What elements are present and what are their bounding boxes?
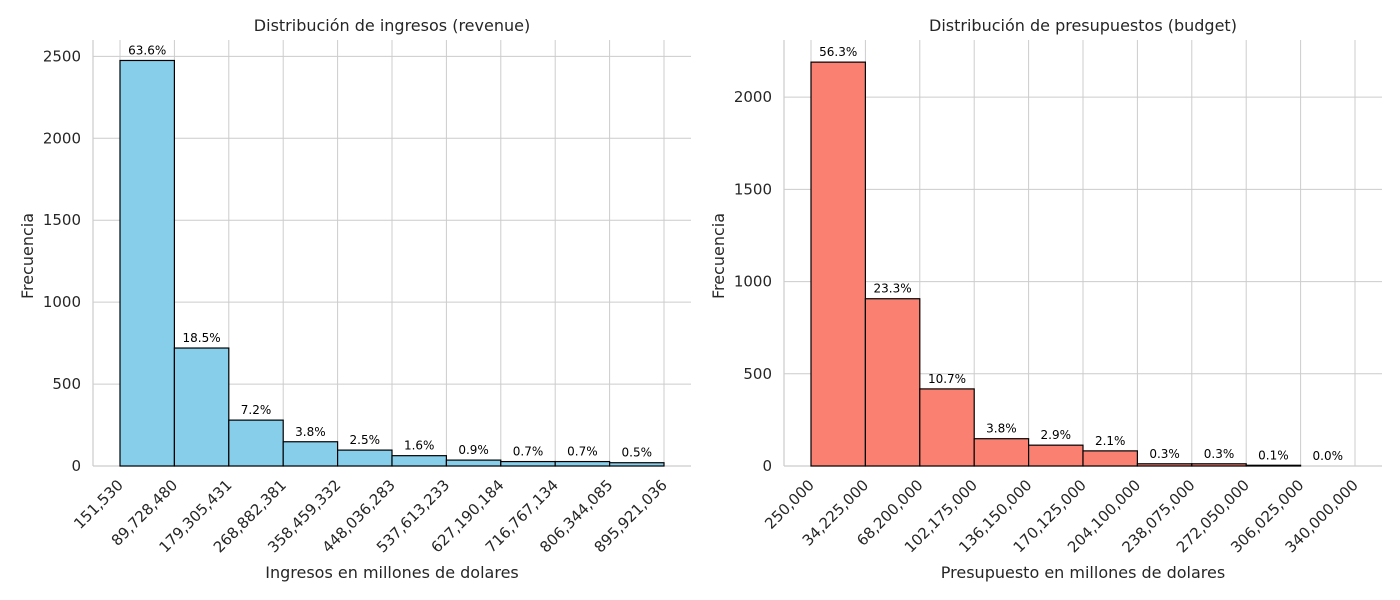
histogram-bar: [391, 455, 448, 467]
histogram-bar: [282, 441, 339, 467]
bar-percent-label: 0.3%: [1204, 447, 1235, 461]
histogram-bar: [445, 459, 502, 467]
bar-percent-label: 2.9%: [1041, 428, 1072, 442]
histogram-bar: [1191, 463, 1247, 467]
y-tick-label: 0: [762, 457, 772, 475]
bar-percent-label: 56.3%: [819, 45, 857, 59]
y-tick-label: 2000: [43, 129, 81, 147]
bar-percent-label: 10.7%: [928, 372, 966, 386]
x-tick-label: 250,000: [761, 476, 818, 533]
bar-percent-label: 0.0%: [1313, 449, 1344, 463]
histogram-bar: [1027, 444, 1084, 467]
histogram-bar: [119, 59, 176, 467]
bar-percent-label: 1.6%: [404, 439, 435, 453]
bar-percent-label: 0.9%: [458, 443, 489, 457]
y-tick-label: 1000: [43, 293, 81, 311]
bar-percent-label: 2.1%: [1095, 434, 1126, 448]
y-tick-label: 2500: [43, 47, 81, 65]
x-axis-label: Ingresos en millones de dolares: [265, 563, 519, 582]
histogram-bar: [1245, 464, 1302, 467]
bar-percent-label: 3.8%: [295, 425, 326, 439]
histogram-bar: [608, 462, 665, 467]
histogram-bar: [228, 419, 284, 467]
y-tick-label: 1000: [734, 273, 772, 291]
y-axis-label: Frecuencia: [709, 213, 728, 299]
bar-percent-label: 0.5%: [622, 446, 653, 460]
histogram-bar: [919, 388, 975, 467]
chart-title: Distribución de presupuestos (budget): [929, 16, 1237, 35]
y-tick-label: 1500: [734, 180, 772, 198]
x-tick-label: 151,530: [70, 476, 127, 533]
y-tick-label: 500: [52, 375, 81, 393]
histogram-bar: [810, 61, 867, 467]
bar-percent-label: 63.6%: [128, 43, 166, 57]
chart-title: Distribución de ingresos (revenue): [254, 16, 530, 35]
bar-percent-label: 2.5%: [350, 433, 381, 447]
histogram-bar: [337, 449, 393, 467]
histogram-bar: [554, 460, 611, 467]
bar-percent-label: 0.7%: [567, 445, 598, 459]
bar-percent-label: 18.5%: [183, 331, 221, 345]
y-tick-label: 0: [71, 457, 81, 475]
y-tick-label: 1500: [43, 211, 81, 229]
bar-percent-label: 7.2%: [241, 403, 272, 417]
bar-percent-label: 0.7%: [513, 445, 544, 459]
y-axis-label: Frecuencia: [18, 213, 37, 299]
revenue-histogram-panel: Distribución de ingresos (revenue) Ingre…: [18, 16, 691, 582]
bar-percent-label: 23.3%: [874, 282, 912, 296]
histogram-bar: [864, 298, 921, 467]
histogram-bar: [973, 438, 1030, 467]
bar-percent-label: 0.3%: [1149, 447, 1180, 461]
bar-percent-label: 0.1%: [1258, 448, 1289, 462]
histogram-bar: [500, 460, 556, 467]
histogram-bar: [173, 347, 230, 467]
budget-histogram-panel: Distribución de presupuestos (budget) Pr…: [709, 16, 1382, 582]
x-axis-label: Presupuesto en millones de dolares: [941, 563, 1225, 582]
histogram-bar: [1082, 450, 1139, 467]
histogram-bar: [1136, 463, 1193, 467]
gridlines: [93, 40, 691, 467]
bar-percent-label: 3.8%: [986, 422, 1017, 436]
y-tick-label: 2000: [734, 88, 772, 106]
y-tick-label: 500: [743, 365, 772, 383]
